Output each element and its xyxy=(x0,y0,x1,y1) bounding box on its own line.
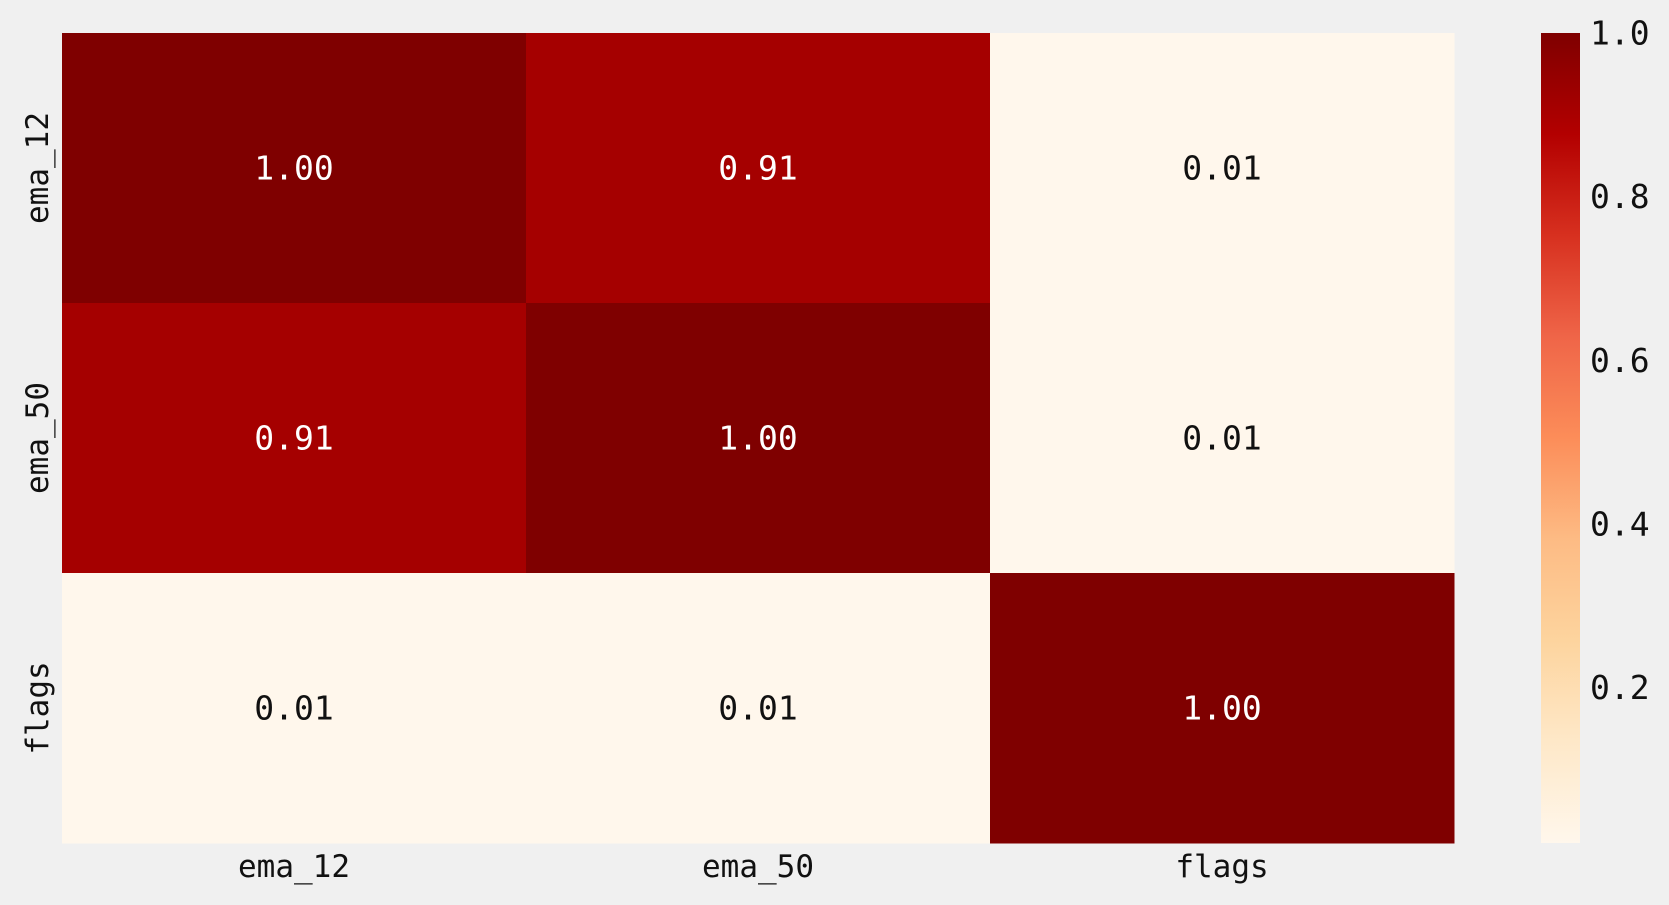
heatmap-cell-labels: 1.00 0.91 0.01 0.91 1.00 0.01 0.01 0.01 1.00 xyxy=(254,149,1261,728)
colorbar: 0.2 0.4 0.6 0.8 1.0 xyxy=(1541,14,1650,843)
colorbar-gradient xyxy=(1541,33,1580,843)
heatmap-cell-flags-flags xyxy=(990,573,1455,844)
y-tick-label: flags xyxy=(20,661,56,754)
heatmap-cells xyxy=(62,33,1455,844)
heatmap-cell-label: 1.00 xyxy=(718,419,797,458)
heatmap-cell-ema_50-flags xyxy=(990,303,1455,574)
heatmap-cell-ema_12-ema_50 xyxy=(526,33,991,304)
y-tick-label: ema_12 xyxy=(20,112,56,224)
heatmap-cell-ema_12-flags xyxy=(990,33,1455,304)
colorbar-tick-label: 1.0 xyxy=(1590,14,1650,53)
heatmap-cell-ema_12-ema_12 xyxy=(62,33,527,304)
heatmap-cell-flags-ema_12 xyxy=(62,573,527,844)
heatmap-cell-ema_50-ema_12 xyxy=(62,303,527,574)
heatmap-cell-flags-ema_50 xyxy=(526,573,991,844)
heatmap-cell-ema_50-ema_50 xyxy=(526,303,991,574)
colorbar-tick-label: 0.6 xyxy=(1590,341,1650,380)
colorbar-tick-label: 0.4 xyxy=(1590,504,1650,543)
x-tick-label: ema_50 xyxy=(702,849,814,885)
x-tick-label: ema_12 xyxy=(238,849,350,885)
heatmap-cell-label: 1.00 xyxy=(254,149,333,188)
x-axis-tick-labels: ema_12 ema_50 flags xyxy=(238,849,1269,885)
colorbar-tick-labels: 0.2 0.4 0.6 0.8 1.0 xyxy=(1590,14,1650,708)
heatmap-cell-label: 0.01 xyxy=(1182,419,1261,458)
x-tick-label: flags xyxy=(1175,849,1268,885)
heatmap-cell-label: 0.01 xyxy=(254,689,333,728)
heatmap-cell-label: 0.01 xyxy=(718,689,797,728)
y-tick-label: ema_50 xyxy=(20,382,56,494)
colorbar-tick-label: 0.8 xyxy=(1590,177,1650,216)
heatmap-cell-label: 0.91 xyxy=(254,419,333,458)
heatmap-cell-label: 0.91 xyxy=(718,149,797,188)
heatmap-cell-label: 1.00 xyxy=(1182,689,1261,728)
heatmap-cell-label: 0.01 xyxy=(1182,149,1261,188)
colorbar-tick-label: 0.2 xyxy=(1590,668,1650,707)
